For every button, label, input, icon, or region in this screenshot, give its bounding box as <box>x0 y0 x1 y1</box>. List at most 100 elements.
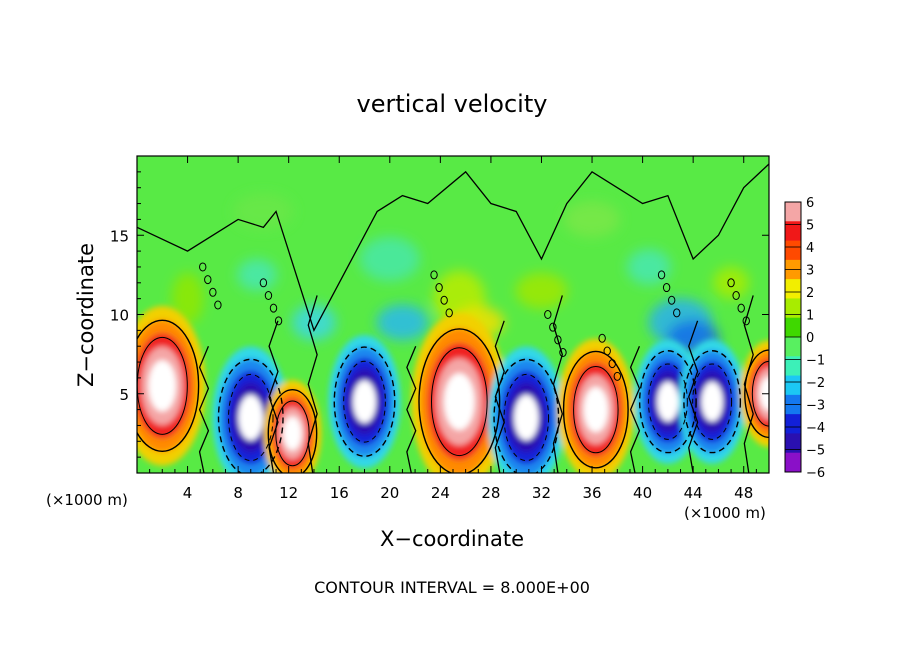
zero-contour <box>688 320 699 473</box>
colorbar-label: −1 <box>806 354 825 369</box>
colorbar-swatch <box>785 317 801 338</box>
colorbar-swatch <box>785 356 801 377</box>
small-contour <box>269 303 278 313</box>
contour-line <box>343 360 386 443</box>
x-tick-label: 4 <box>183 484 193 502</box>
field-patch <box>237 258 278 291</box>
zero-contour <box>494 320 505 473</box>
y-tick-label: 10 <box>110 307 129 325</box>
contour-line <box>647 363 688 440</box>
x-tick-label: 16 <box>330 484 349 502</box>
x-tick-label: 12 <box>279 484 298 502</box>
small-contour <box>732 290 740 300</box>
plot-area <box>137 156 769 473</box>
chart-title: vertical velocity <box>357 90 548 118</box>
y-axis: 5 10 15 <box>110 171 769 458</box>
contour-line <box>217 358 284 473</box>
small-contour <box>445 308 453 318</box>
contour-line <box>228 373 274 462</box>
velocity-cell-ring <box>583 386 609 433</box>
colorbar-label: −3 <box>806 399 825 414</box>
small-contour <box>742 316 750 326</box>
colorbar-label: −6 <box>806 466 825 481</box>
field-patch <box>291 304 336 341</box>
x-unit-right: (×1000 m) <box>684 504 766 522</box>
colorbar-label: 6 <box>806 196 814 211</box>
small-contour <box>737 303 745 313</box>
contour-line <box>418 328 501 473</box>
velocity-cell <box>678 339 746 464</box>
contour-line <box>431 347 488 457</box>
x-tick-label: 24 <box>431 484 450 502</box>
x-unit-left: (×1000 m) <box>46 491 128 509</box>
small-contour <box>554 335 562 345</box>
small-contour <box>727 278 735 288</box>
field-patch <box>359 237 420 282</box>
velocity-cell-ring <box>701 381 723 422</box>
x-tick-label: 40 <box>633 484 652 502</box>
x-tick-label: 28 <box>481 484 500 502</box>
contour-line <box>683 350 742 454</box>
velocity-cell-ring <box>283 416 302 451</box>
field-patch <box>564 201 621 238</box>
zero-contour <box>552 295 564 473</box>
contour-line <box>275 400 310 467</box>
small-contour <box>613 371 622 381</box>
colorbar-label: −4 <box>806 421 825 436</box>
zero-contour <box>406 345 417 473</box>
colorbar-swatch <box>785 337 801 357</box>
small-contour <box>598 333 606 343</box>
velocity-cell-ring <box>148 360 177 412</box>
colorbar-label: −2 <box>806 376 825 391</box>
small-contour <box>274 316 283 326</box>
velocity-cell-ring <box>443 373 475 431</box>
contour-line <box>573 365 619 454</box>
contour-line <box>493 358 560 473</box>
x-tick-label: 20 <box>380 484 399 502</box>
colorbar-label: 2 <box>806 286 814 301</box>
field-patch <box>171 272 204 325</box>
small-contour <box>435 283 443 293</box>
colorbar-swatch <box>785 221 801 242</box>
contour-lines <box>137 163 769 473</box>
colorbar-label: 0 <box>806 331 814 346</box>
x-tick-label: 48 <box>734 484 753 502</box>
zero-contour <box>629 345 641 473</box>
small-contour <box>430 270 438 280</box>
small-contour <box>559 348 567 358</box>
contour-interval-footer: CONTOUR INTERVAL = 8.000E+00 <box>314 578 590 597</box>
velocity-cell <box>740 340 769 447</box>
small-contour <box>204 275 212 285</box>
field-patch <box>713 266 750 299</box>
colorbar-swatch <box>785 433 801 454</box>
zero-contour <box>743 295 754 473</box>
colorbar-swatch <box>785 298 801 319</box>
contour-line <box>137 319 200 452</box>
x-tick-label: 32 <box>532 484 551 502</box>
colorbar-swatch <box>785 375 801 396</box>
contour-line <box>267 389 318 473</box>
x-axis: 4 8 12 16 20 24 28 32 36 40 44 48 <box>149 156 757 502</box>
colorbar-swatch <box>785 279 801 299</box>
field-patch <box>376 304 429 341</box>
x-tick-label: 36 <box>582 484 601 502</box>
colorbar-swatch <box>785 414 801 434</box>
velocity-cell-ring <box>657 381 679 422</box>
contour-line <box>744 349 769 439</box>
contour-line <box>503 373 550 462</box>
small-contour <box>259 278 268 288</box>
contour-line <box>562 350 629 469</box>
upper-zero-contour <box>137 163 769 333</box>
velocity-cell <box>557 338 635 473</box>
y-tick-label: 5 <box>119 386 129 404</box>
small-contour <box>440 295 448 305</box>
colorbar-label: 1 <box>806 309 814 324</box>
small-contour <box>667 295 676 305</box>
contour-line <box>692 363 733 440</box>
small-contour <box>657 270 666 280</box>
small-contour <box>214 300 222 310</box>
x-tick-label: 44 <box>684 484 703 502</box>
zero-contour <box>307 295 318 473</box>
small-contour <box>603 346 611 356</box>
